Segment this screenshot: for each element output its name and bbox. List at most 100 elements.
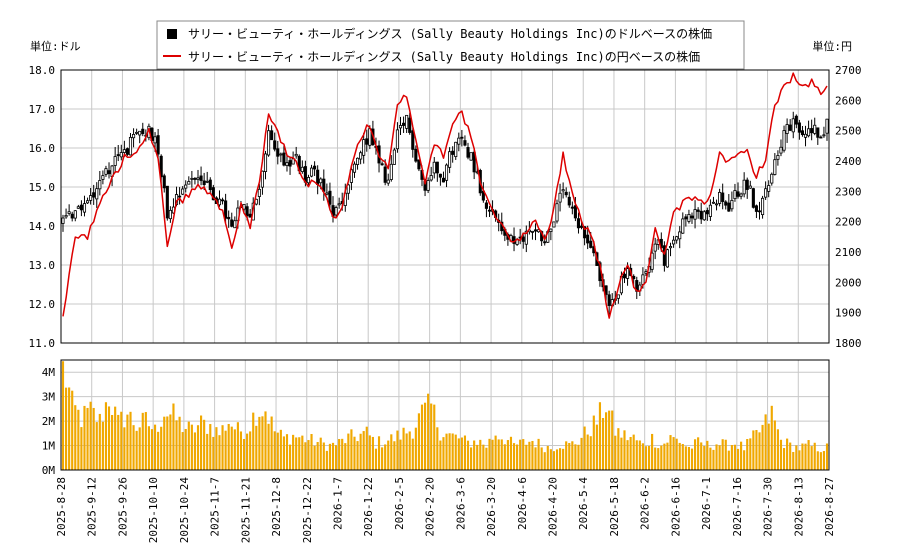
candle-body <box>632 275 636 280</box>
candle-body <box>386 179 390 184</box>
volume-bar <box>335 445 338 470</box>
x-tick-label: 2025-10-10 <box>147 477 160 543</box>
volume-bar <box>104 402 108 470</box>
candle-body <box>116 154 120 156</box>
candle-body <box>653 243 657 252</box>
volume-bar <box>347 433 350 470</box>
volume-bar <box>479 439 482 470</box>
volume-bar <box>402 427 405 470</box>
right-tick-label: 1900 <box>835 307 862 320</box>
candle-body <box>165 185 169 219</box>
right-tick-label: 2700 <box>835 64 862 77</box>
candle-body <box>662 245 666 266</box>
right-tick-label: 2600 <box>835 94 862 107</box>
volume-bar <box>638 440 641 470</box>
candle-body <box>426 180 430 191</box>
candle-body <box>85 200 90 204</box>
candle-body <box>337 203 341 206</box>
candle-body <box>825 118 829 134</box>
candle-body <box>684 216 688 220</box>
volume-bar <box>129 411 132 470</box>
candle-body <box>460 136 464 139</box>
volume-bar <box>786 438 789 470</box>
candle-body <box>405 114 409 129</box>
volume-bar <box>611 410 614 470</box>
volume-bar <box>68 387 71 470</box>
volume-bar <box>227 423 230 470</box>
volume-bar <box>86 407 89 470</box>
volume-bar <box>740 441 743 470</box>
volume-bar <box>313 445 316 470</box>
volume-bar <box>132 425 135 470</box>
volume-bar <box>396 430 399 470</box>
candle-body <box>356 157 360 165</box>
candle-body <box>687 214 691 222</box>
candle-body <box>73 210 77 219</box>
volume-bar <box>399 439 402 470</box>
candle-body <box>193 178 197 180</box>
candle-body <box>95 188 99 200</box>
candle-body <box>89 195 93 201</box>
volume-bar <box>279 429 282 470</box>
volume-bar <box>620 437 623 470</box>
right-tick-label: 1800 <box>835 337 862 350</box>
volume-bar <box>466 440 470 470</box>
volume-bar <box>89 401 92 470</box>
candle-body <box>61 217 65 224</box>
x-tick-label: 2026-7-1 <box>700 477 713 530</box>
volume-bar <box>423 402 427 470</box>
candle-body <box>586 234 590 244</box>
candle-body <box>125 148 129 155</box>
volume-bar <box>255 425 258 470</box>
candle-body <box>138 130 142 136</box>
candle-body <box>764 188 768 198</box>
candle-body <box>211 187 215 201</box>
x-tick-label: 2025-12-22 <box>301 477 314 543</box>
right-tick-label: 2500 <box>835 125 862 138</box>
x-tick-label: 2026-3-20 <box>485 477 498 537</box>
candle-body <box>153 136 157 144</box>
volume-bar <box>552 451 555 470</box>
volume-plot-frame <box>60 359 830 471</box>
volume-bar <box>187 421 190 470</box>
candle-body <box>309 167 314 177</box>
candle-body <box>644 271 648 274</box>
volume-bar <box>565 441 568 470</box>
volume-bar <box>430 403 433 470</box>
volume-bar <box>819 452 822 470</box>
candle-body <box>604 285 608 295</box>
x-tick-label: 2026-8-13 <box>792 477 805 537</box>
volume-bar <box>592 415 595 470</box>
volume-bar <box>138 427 141 470</box>
candle-body <box>589 240 593 248</box>
volume-bar <box>448 433 451 470</box>
volume-bar <box>519 439 522 470</box>
volume-bar <box>782 448 786 470</box>
volume-bar <box>393 441 396 470</box>
volume-bar <box>822 451 826 470</box>
volume-bar <box>773 420 776 470</box>
volume-bar <box>644 446 648 470</box>
candle-body <box>650 252 654 270</box>
x-tick-label: 2026-6-2 <box>639 477 652 530</box>
volume-bar <box>295 437 298 470</box>
volume-bar <box>537 438 540 470</box>
volume-bar <box>500 439 503 470</box>
candle-body <box>417 159 421 170</box>
candle-body <box>113 156 117 166</box>
candle-body <box>800 130 805 136</box>
candle-body <box>451 150 455 155</box>
candle-body <box>714 203 719 206</box>
candle-body <box>162 175 166 189</box>
volume-tick-label: 4M <box>42 366 56 379</box>
candle-body <box>739 193 743 197</box>
volume-bar <box>506 440 509 470</box>
volume-bar <box>310 434 313 470</box>
candle-body <box>128 136 133 156</box>
legend-usd-label: サリー・ビューティ・ホールディングス (Sally Beauty Holding… <box>188 26 712 41</box>
left-tick-label: 18.0 <box>29 64 56 77</box>
volume-bar <box>111 414 114 470</box>
candle-body <box>552 221 556 228</box>
candle-body <box>104 168 108 175</box>
